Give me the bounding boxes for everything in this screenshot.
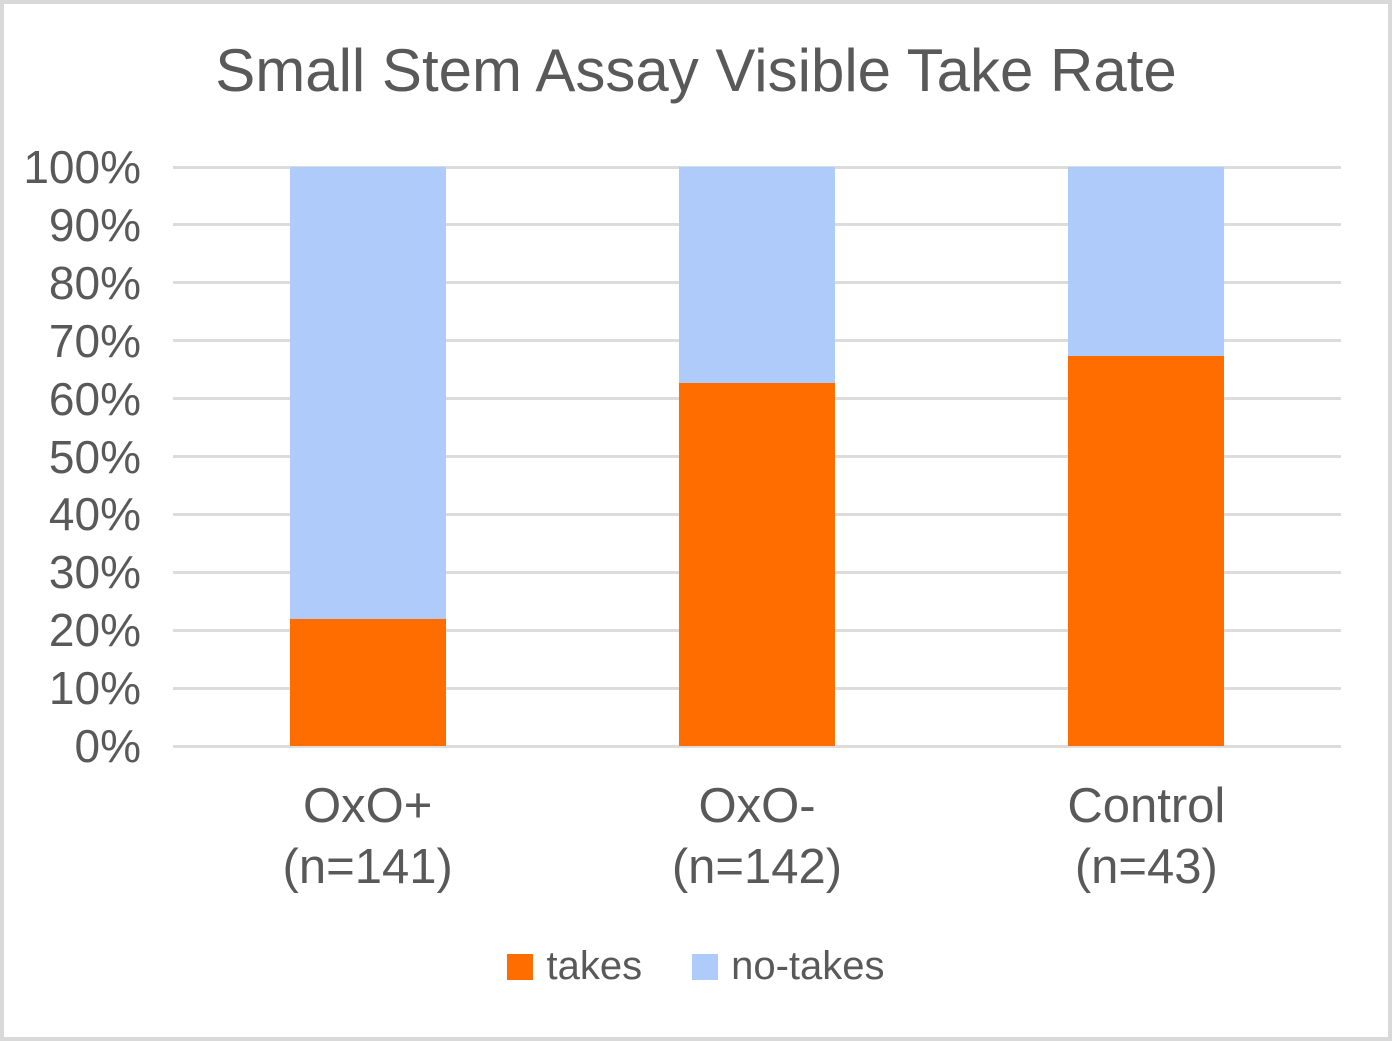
legend: takes no-takes [4,944,1388,989]
y-tick-label-80: 80% [48,256,141,309]
legend-item-no-takes: no-takes [692,944,885,989]
x-axis-category-labels: OxO+ (n=141) OxO- (n=142) Control (n=43) [173,776,1341,916]
y-tick-label-0: 0% [74,720,141,772]
bar-OxO+ [289,167,446,746]
gridline-100 [173,165,1341,169]
x-category-label-Control: Control (n=43) [952,776,1341,898]
y-tick-label-50: 50% [48,430,141,483]
bar-OxO- [679,167,835,746]
legend-item-takes: takes [507,944,642,989]
legend-label: takes [546,944,643,988]
category-name: OxO- [698,779,816,833]
x-category-label-OxO+: OxO+ (n=141) [173,776,562,898]
category-n-count: (n=142) [671,840,843,894]
bar-segment-OxO--takes [679,382,835,746]
category-n-count: (n=43) [1074,840,1218,894]
bar-segment-Control-no-takes [1068,167,1225,356]
bar-segment-OxO+-takes [289,618,446,746]
legend-swatch-icon [692,953,719,980]
y-tick-label-100: 100% [23,141,141,193]
y-tick-label-10: 10% [48,662,141,715]
category-name: Control [1067,779,1226,833]
plot-area [173,165,1341,748]
legend-swatch-icon [507,953,534,980]
category-name: OxO+ [302,779,433,833]
y-tick-label-90: 90% [48,198,141,251]
y-tick-label-40: 40% [48,488,141,541]
bar-segment-OxO--no-takes [679,167,835,383]
bar-segment-Control-takes [1068,355,1225,746]
y-tick-label-60: 60% [48,372,141,425]
y-axis-tick-labels: 0% 10% 20% 30% 40% 50% 60% 70% 80% 90% 100% [4,141,141,772]
y-tick-label-20: 20% [48,604,141,657]
gridline-0 [173,744,1341,748]
y-tick-label-70: 70% [48,314,141,367]
bar-segment-OxO+-no-takes [289,167,446,619]
y-tick-label-30: 30% [48,546,141,599]
x-category-label-OxO-: OxO- (n=142) [562,776,951,898]
chart-title: Small Stem Assay Visible Take Rate [215,37,1177,104]
bar-Control [1068,167,1225,746]
category-n-count: (n=141) [282,840,453,894]
legend-label: no-takes [731,944,885,988]
